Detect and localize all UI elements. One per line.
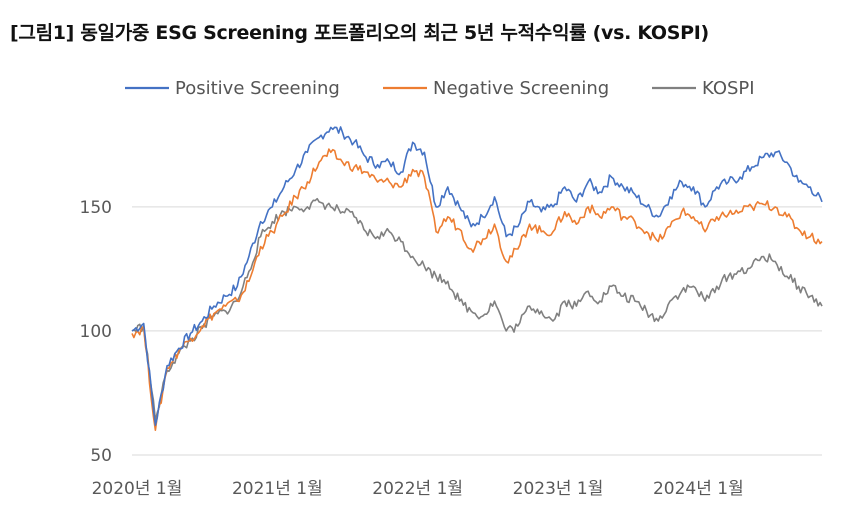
- legend: Positive Screening Negative Screening KOSP…: [125, 78, 755, 99]
- x-tick-label: 2023년 1월: [513, 479, 604, 499]
- x-tick-label: 2021년 1월: [232, 479, 323, 499]
- y-tick-label: 50: [90, 446, 112, 466]
- x-tick-label: 2020년 1월: [92, 479, 183, 499]
- series-line-positive-screening: [131, 126, 823, 426]
- y-tick-label: 150: [80, 198, 112, 218]
- series-line-negative-screening: [131, 148, 823, 431]
- y-axis-tick-labels: 50 100 150: [80, 198, 112, 466]
- series-line-kospi: [131, 197, 823, 422]
- x-tick-label: 2022년 1월: [372, 479, 463, 499]
- grid-lines: [132, 206, 822, 456]
- legend-label: KOSPI: [702, 78, 755, 99]
- x-tick-label: 2024년 1월: [653, 479, 744, 499]
- series-lines: [131, 126, 823, 431]
- legend-label: Positive Screening: [175, 78, 340, 99]
- chart-title: [그림1] 동일가중 ESG Screening 포트폴리오의 최근 5년 누적…: [10, 22, 709, 44]
- x-axis-tick-labels: 2020년 1월 2021년 1월 2022년 1월 2023년 1월 2024년 1월: [92, 479, 744, 499]
- y-tick-label: 100: [80, 322, 112, 342]
- legend-label: Negative Screening: [433, 78, 609, 99]
